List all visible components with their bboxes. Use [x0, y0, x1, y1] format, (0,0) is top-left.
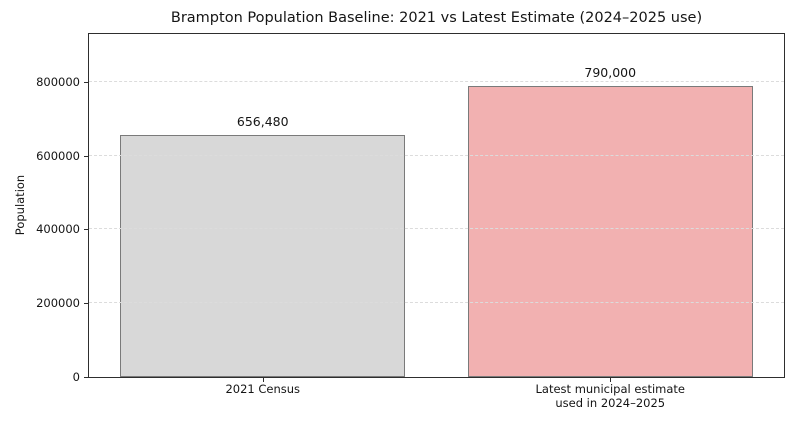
gridline: [89, 80, 784, 82]
bar-value-label: 656,480: [236, 113, 289, 129]
y-tick-mark: [84, 303, 88, 305]
x-tick-label: Latest municipal estimate used in 2024–2…: [535, 382, 686, 410]
y-tick-mark: [84, 81, 88, 83]
bar-1: [120, 134, 406, 377]
y-tick-mark: [84, 377, 88, 378]
bar-value-label: 790,000: [584, 64, 637, 80]
bar-2: [467, 85, 753, 377]
y-tick-mark: [84, 155, 88, 157]
y-tick-label: 200000: [36, 296, 80, 311]
y-tick-mark: [84, 229, 88, 231]
y-tick-label: 400000: [36, 222, 80, 237]
y-tick-label: 0: [72, 370, 80, 384]
gridline: [89, 154, 784, 156]
gridline: [89, 228, 784, 230]
plot-area: 656,480 790,000: [88, 33, 785, 378]
chart-title: Brampton Population Baseline: 2021 vs La…: [170, 10, 703, 26]
x-tick-label: 2021 Census: [225, 382, 301, 396]
y-tick-label: 800000: [36, 74, 80, 89]
y-tick-label: 600000: [36, 148, 80, 163]
gridline: [89, 302, 784, 304]
x-tick-mark: [262, 378, 264, 382]
x-tick-mark: [610, 378, 612, 382]
